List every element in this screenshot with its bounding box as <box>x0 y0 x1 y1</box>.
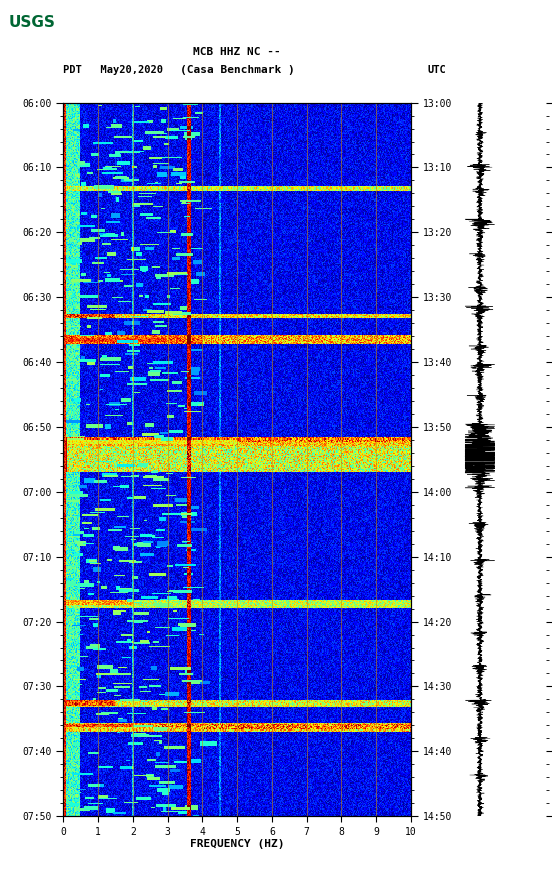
Text: UTC: UTC <box>428 64 447 75</box>
X-axis label: FREQUENCY (HZ): FREQUENCY (HZ) <box>190 839 284 849</box>
Text: MCB HHZ NC --: MCB HHZ NC -- <box>194 46 281 57</box>
Text: (Casa Benchmark ): (Casa Benchmark ) <box>180 64 295 75</box>
Text: PDT   May20,2020: PDT May20,2020 <box>63 64 163 75</box>
Text: USGS: USGS <box>9 15 56 29</box>
